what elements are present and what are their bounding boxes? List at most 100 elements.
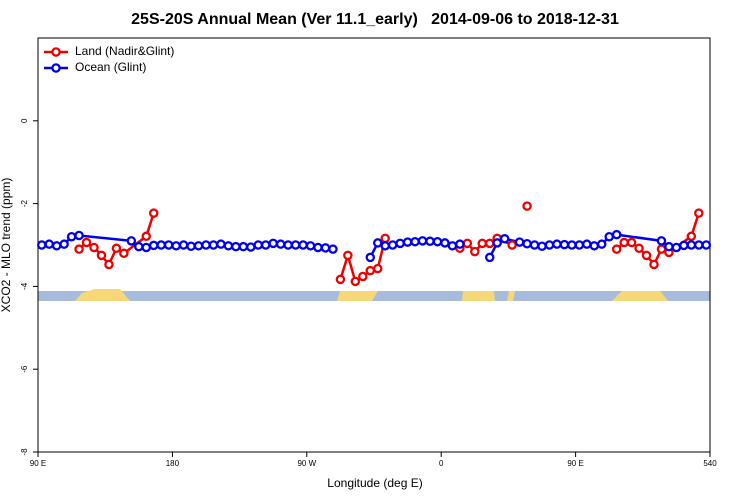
data-point — [134, 241, 144, 252]
data-point — [544, 240, 555, 250]
x-tick-label: 90 E — [30, 459, 46, 468]
data-point — [260, 240, 271, 250]
data-point — [246, 242, 256, 252]
data-point — [484, 252, 495, 263]
data-point — [499, 234, 510, 244]
data-point — [455, 239, 465, 249]
data-point — [470, 246, 480, 257]
data-point — [664, 241, 674, 252]
data-point — [111, 243, 122, 254]
data-point — [395, 238, 405, 249]
data-point — [589, 241, 600, 251]
data-point — [81, 237, 92, 248]
data-point — [141, 242, 152, 253]
data-point — [634, 243, 644, 254]
data-point — [626, 237, 637, 248]
data-point — [171, 241, 181, 251]
data-point — [178, 240, 189, 250]
data-point — [477, 238, 488, 249]
data-point — [59, 239, 69, 249]
legend-label: Ocean (Glint) — [75, 60, 146, 74]
data-point — [36, 240, 47, 250]
data-point — [686, 231, 697, 242]
data-point — [694, 208, 704, 218]
data-point — [163, 240, 174, 250]
data-point — [74, 244, 84, 254]
data-point — [126, 236, 137, 246]
data-point — [596, 239, 607, 249]
data-point — [193, 241, 204, 251]
data-point — [641, 250, 652, 261]
data-point — [313, 242, 323, 253]
data-point — [387, 240, 398, 250]
data-point — [574, 240, 585, 250]
data-point — [611, 229, 622, 240]
data-point — [66, 231, 77, 242]
x-axis-label: Longitude (deg E) — [327, 476, 422, 490]
data-point — [223, 241, 234, 251]
data-point — [671, 242, 682, 253]
legend-marker — [51, 63, 61, 73]
data-point — [290, 240, 301, 250]
data-point — [350, 276, 361, 287]
data-point — [656, 236, 667, 246]
data-point — [186, 241, 196, 251]
data-point — [305, 241, 316, 251]
data-point — [410, 236, 420, 247]
data-point — [694, 240, 704, 250]
data-point — [253, 240, 264, 250]
data-point — [582, 239, 592, 249]
data-point — [358, 271, 368, 282]
y-tick-label: -4 — [20, 282, 29, 290]
y-axis-label: XCO2 - MLO trend (ppm) — [0, 178, 13, 313]
x-tick-label: 180 — [166, 459, 180, 468]
data-point — [201, 240, 211, 250]
data-point — [447, 241, 458, 251]
data-point — [522, 201, 532, 211]
data-point — [380, 233, 390, 244]
data-point — [514, 237, 525, 247]
data-point — [231, 241, 241, 252]
legend-marker — [51, 47, 61, 57]
map-strip — [38, 289, 710, 301]
data-point — [148, 240, 159, 251]
data-point — [432, 236, 443, 247]
y-tick-label: 0 — [20, 118, 29, 123]
data-point — [275, 239, 286, 249]
data-point — [425, 236, 435, 247]
data-point — [298, 240, 308, 250]
data-point — [611, 244, 622, 254]
data-point — [417, 236, 428, 246]
data-point — [522, 239, 532, 249]
data-point — [649, 259, 659, 270]
data-point — [701, 240, 712, 250]
data-point — [283, 240, 293, 250]
data-point — [119, 248, 129, 259]
data-point — [462, 238, 473, 249]
data-point — [656, 244, 667, 254]
data-point — [89, 242, 99, 253]
data-point — [148, 208, 159, 218]
chart-title: 25S-20S Annual Mean (Ver 11.1_early) 201… — [131, 11, 619, 28]
data-point — [686, 240, 697, 250]
data-point — [343, 250, 353, 261]
data-point — [507, 240, 517, 250]
data-point — [440, 238, 450, 248]
data-point — [365, 252, 376, 263]
x-tick-label: 90 E — [567, 459, 583, 468]
x-tick-label: 0 — [439, 459, 444, 468]
data-point — [51, 241, 62, 251]
data-point — [552, 239, 562, 249]
data-point — [567, 240, 577, 250]
data-point — [238, 241, 249, 252]
data-point — [380, 241, 390, 251]
data-point — [365, 265, 376, 276]
data-point — [372, 263, 383, 274]
data-point — [216, 239, 226, 249]
data-point — [619, 237, 629, 248]
data-point — [141, 231, 152, 242]
legend-label: Land (Nadir&Glint) — [75, 44, 174, 58]
data-point — [320, 243, 331, 253]
data-point — [372, 238, 383, 248]
